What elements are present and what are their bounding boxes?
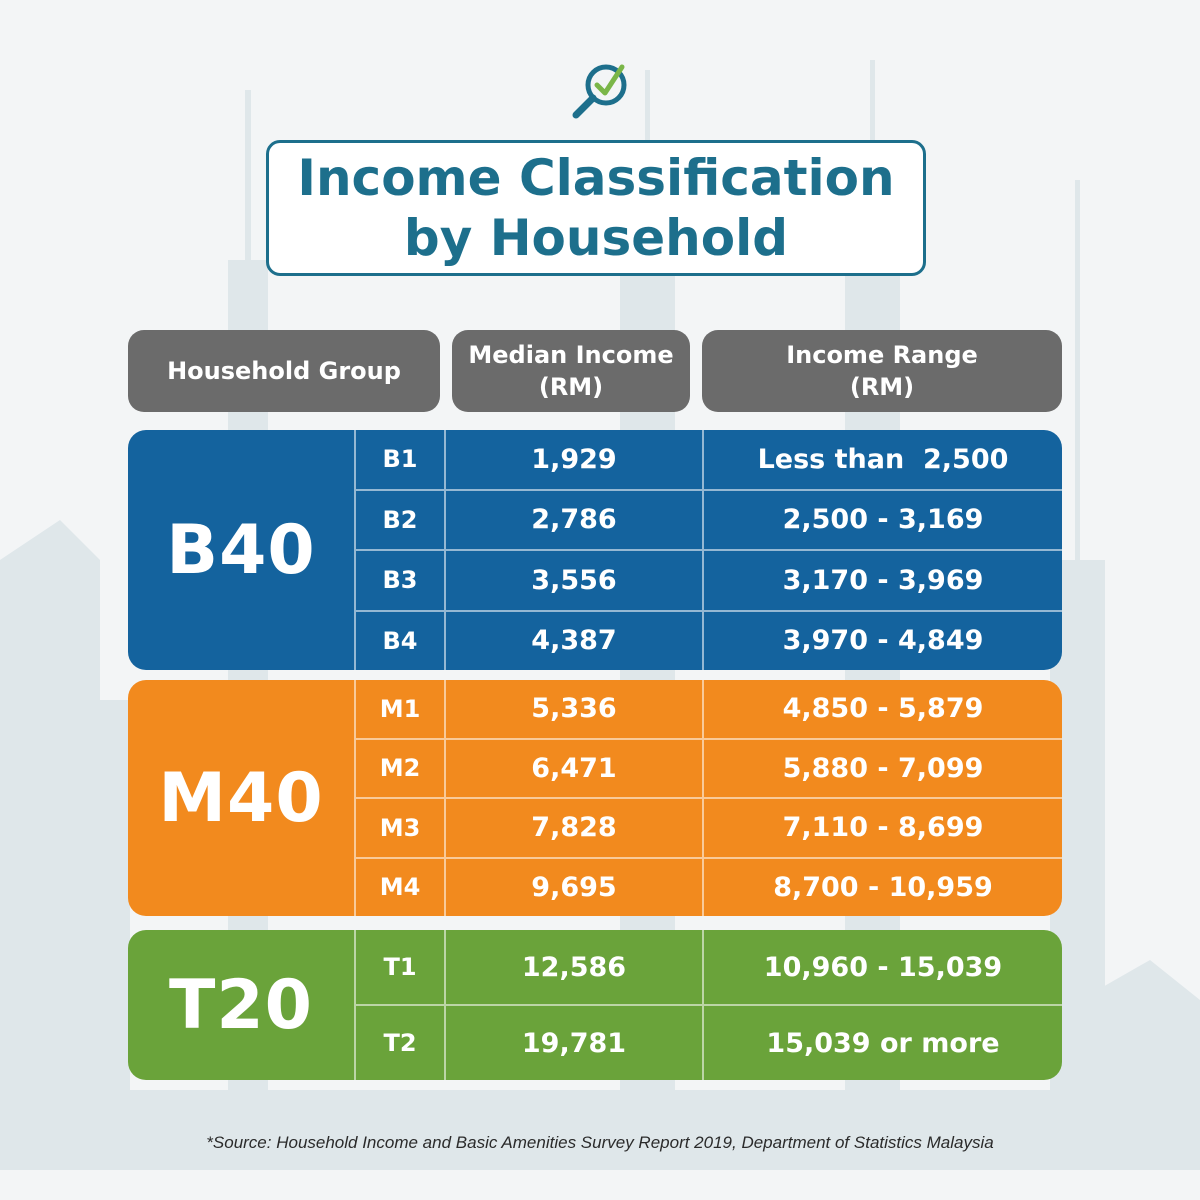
cell-range: 7,110 - 8,699 [702, 799, 1062, 857]
cell-code: M3 [354, 799, 444, 857]
table-row: M3 7,828 7,110 - 8,699 [354, 797, 1062, 857]
group-label-b40: B40 [166, 510, 316, 590]
cell-range: 15,039 or more [702, 1006, 1062, 1080]
table-row: M1 5,336 4,850 - 5,879 [354, 680, 1062, 738]
cell-range: 10,960 - 15,039 [702, 930, 1062, 1004]
cell-code: B3 [354, 551, 444, 610]
cell-range: 4,850 - 5,879 [702, 680, 1062, 738]
cell-range: Less than 2,500 [702, 430, 1062, 489]
cell-median: 5,336 [444, 680, 702, 738]
group-m40: M40 M1 5,336 4,850 - 5,879 M2 6,471 5,88… [128, 680, 1062, 916]
cell-range: 2,500 - 3,169 [702, 490, 1062, 549]
cell-median: 6,471 [444, 739, 702, 797]
header-median-income-line1: Median Income [468, 341, 674, 369]
cell-median: 4,387 [444, 611, 702, 670]
cell-range: 3,970 - 4,849 [702, 611, 1062, 670]
page-title-line2: by Household [403, 209, 789, 267]
cell-code: M4 [354, 858, 444, 916]
cell-range: 8,700 - 10,959 [702, 858, 1062, 916]
group-rows-b40: B1 1,929 Less than 2,500 B2 2,786 2,500 … [354, 430, 1062, 670]
table-row: B2 2,786 2,500 - 3,169 [354, 488, 1062, 549]
table-row: B4 4,387 3,970 - 4,849 [354, 609, 1062, 670]
cell-median: 19,781 [444, 1006, 702, 1080]
table-row: T1 12,586 10,960 - 15,039 [354, 930, 1062, 1004]
header-household-group-label: Household Group [167, 357, 401, 385]
page-title-line1: Income Classification [297, 149, 895, 207]
cell-code: T2 [354, 1006, 444, 1080]
source-footnote: *Source: Household Income and Basic Amen… [206, 1133, 994, 1152]
table-row: B1 1,929 Less than 2,500 [354, 430, 1062, 489]
cell-median: 9,695 [444, 858, 702, 916]
cell-range: 3,170 - 3,969 [702, 551, 1062, 610]
cell-code: B2 [354, 490, 444, 549]
group-rows-t20: T1 12,586 10,960 - 15,039 T2 19,781 15,0… [354, 930, 1062, 1080]
group-t20: T20 T1 12,586 10,960 - 15,039 T2 19,781 … [128, 930, 1062, 1080]
cell-median: 12,586 [444, 930, 702, 1004]
header-median-income-line2: (RM) [538, 373, 604, 401]
title-box: Income Classification by Household [266, 140, 926, 276]
magnifier-check-icon [572, 64, 627, 119]
cell-code: T1 [354, 930, 444, 1004]
header-income-range-line1: Income Range [786, 341, 978, 369]
header-income-range-line2: (RM) [849, 373, 915, 401]
cell-median: 7,828 [444, 799, 702, 857]
group-label-m40: M40 [158, 758, 324, 838]
cell-code: B4 [354, 611, 444, 670]
cell-code: B1 [354, 430, 444, 489]
group-label-t20: T20 [168, 965, 313, 1045]
cell-median: 2,786 [444, 490, 702, 549]
table-row: T2 19,781 15,039 or more [354, 1004, 1062, 1080]
group-b40: B40 B1 1,929 Less than 2,500 B2 2,786 2,… [128, 430, 1062, 670]
cell-range: 5,880 - 7,099 [702, 739, 1062, 797]
cell-median: 1,929 [444, 430, 702, 489]
cell-code: M2 [354, 739, 444, 797]
header-income-range: Income Range (RM) [702, 330, 1062, 412]
table-row: M2 6,471 5,880 - 7,099 [354, 737, 1062, 797]
table-row: B3 3,556 3,170 - 3,969 [354, 549, 1062, 610]
table-row: M4 9,695 8,700 - 10,959 [354, 856, 1062, 916]
header-household-group: Household Group [128, 330, 440, 412]
cell-median: 3,556 [444, 551, 702, 610]
group-rows-m40: M1 5,336 4,850 - 5,879 M2 6,471 5,880 - … [354, 680, 1062, 916]
cell-code: M1 [354, 680, 444, 738]
header-median-income: Median Income (RM) [452, 330, 690, 412]
